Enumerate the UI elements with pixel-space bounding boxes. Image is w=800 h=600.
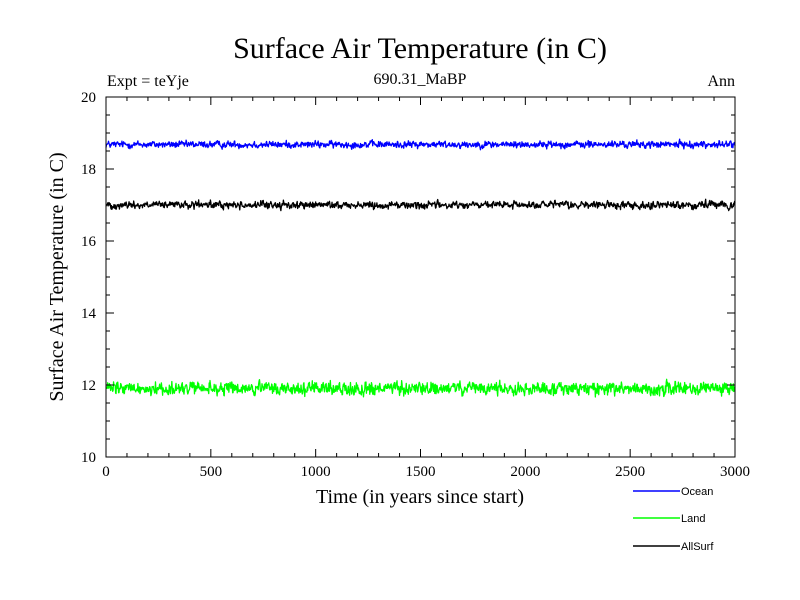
x-tick-label: 1000: [301, 464, 331, 480]
series-line-ocean: [105, 138, 736, 151]
axis-layer: 0 500 1000 1500 2000 2500 3000 10 12 14 16 18 20: [81, 90, 750, 480]
x-axis-label: Time (in years since start): [316, 486, 524, 508]
y-tick-label: 16: [81, 234, 97, 250]
x-tick-label: 500: [200, 464, 223, 480]
season-label: Ann: [707, 73, 735, 90]
legend-label-ocean: Ocean: [681, 486, 713, 498]
y-tick-label: 14: [81, 306, 97, 322]
y-tick-label: 10: [81, 450, 96, 466]
x-tick-label: 2500: [615, 464, 645, 480]
y-tick-label: 18: [81, 162, 96, 178]
y-tick-label: 20: [81, 90, 96, 106]
series-line-allsurf: [105, 198, 736, 212]
age-label: 690.31_MaBP: [374, 71, 467, 88]
y-tick-label: 12: [81, 378, 96, 394]
experiment-label: Expt = teYje: [107, 73, 189, 90]
legend-label-allsurf: AllSurf: [681, 541, 714, 553]
x-tick-label: 1500: [406, 464, 436, 480]
y-axis-label: Surface Air Temperature (in C): [46, 152, 68, 401]
legend-label-land: Land: [681, 513, 705, 525]
x-tick-label: 3000: [720, 464, 750, 480]
x-tick-label: 0: [102, 464, 110, 480]
series-line-land: [105, 378, 736, 398]
legend: Ocean Land AllSurf: [633, 486, 714, 553]
plot-frame: [105, 96, 736, 458]
x-tick-label: 2000: [510, 464, 540, 480]
series-layer: [105, 138, 736, 398]
chart-title: Surface Air Temperature (in C): [233, 32, 607, 65]
